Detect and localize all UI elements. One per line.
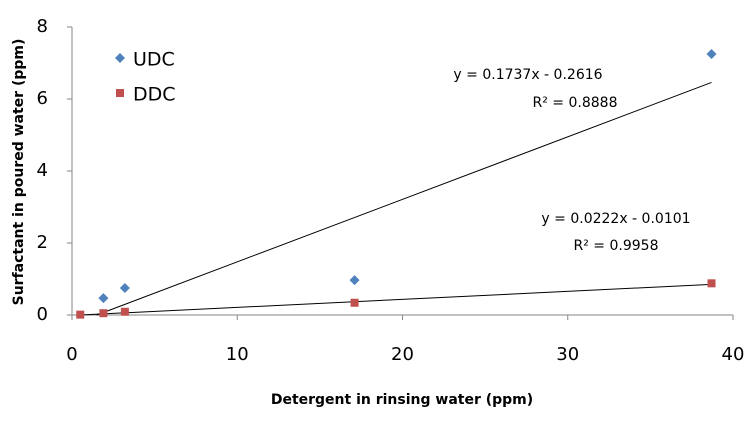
x-tick-label: 40 (722, 344, 745, 365)
x-axis-label: Detergent in rinsing water (ppm) (271, 392, 533, 408)
trendline-r2: R² = 0.8888 (533, 95, 618, 111)
y-tick-label: 6 (37, 88, 48, 109)
y-axis-label: Surfactant in poured water (ppm) (11, 39, 27, 306)
trendline-equation: y = 0.0222x - 0.0101 (541, 211, 690, 227)
y-tick-label: 4 (37, 160, 48, 181)
data-point (350, 298, 359, 307)
x-tick-label: 30 (556, 344, 579, 365)
y-tick-label: 2 (37, 232, 48, 253)
x-tick-label: 10 (226, 344, 249, 365)
data-point (119, 283, 130, 293)
legend-marker (116, 89, 124, 97)
trendline-r2: R² = 0.9958 (574, 238, 659, 254)
legend-marker (115, 53, 125, 63)
data-point (707, 279, 716, 288)
legend-label: UDC (133, 49, 175, 71)
trendline (96, 81, 712, 316)
y-tick-label: 0 (37, 304, 48, 325)
data-point (349, 275, 360, 286)
data-point (99, 309, 108, 318)
x-tick-label: 20 (391, 344, 414, 365)
data-point (120, 307, 129, 316)
y-tick-label: 8 (37, 16, 48, 37)
data-point (98, 293, 109, 304)
data-point (706, 49, 717, 59)
x-tick-label: 0 (66, 344, 77, 365)
trendline (80, 283, 712, 316)
trendline-equation: y = 0.1737x - 0.2616 (453, 67, 602, 83)
data-point (76, 310, 85, 319)
legend-label: DDC (133, 84, 176, 106)
